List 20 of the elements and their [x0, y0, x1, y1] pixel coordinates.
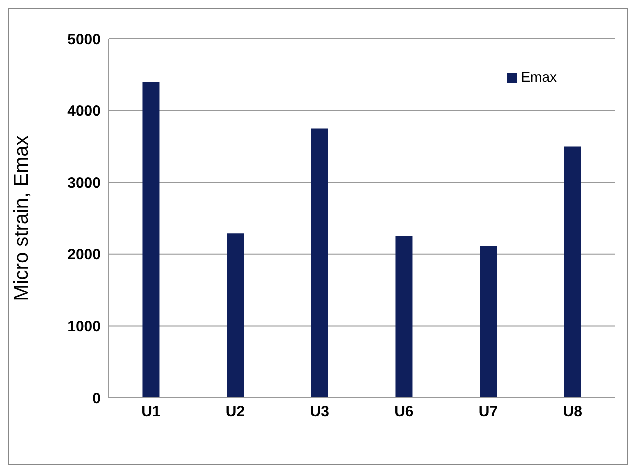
bar: [142, 82, 160, 398]
bar: [311, 128, 328, 398]
y-axis-title: Micro strain, Emax: [11, 136, 34, 302]
x-tick-label: U1: [142, 404, 161, 421]
bar: [564, 146, 582, 398]
bar: [396, 236, 413, 398]
x-tick-label: U6: [394, 404, 414, 421]
y-tick-label: 5000: [68, 31, 101, 48]
bar: [480, 246, 498, 398]
x-tick-label: U8: [563, 404, 582, 421]
bar: [227, 234, 244, 398]
y-tick-label: 1000: [68, 318, 101, 336]
x-tick-label: U7: [478, 404, 498, 421]
legend-label: Emax: [521, 69, 557, 85]
y-tick-label: 3000: [68, 174, 101, 192]
x-tick-label: U2: [226, 404, 246, 421]
y-tick-label: 2000: [68, 246, 101, 264]
y-tick-label: 4000: [68, 103, 101, 120]
y-tick-label: 0: [92, 390, 101, 408]
x-tick-label: U3: [310, 404, 330, 421]
